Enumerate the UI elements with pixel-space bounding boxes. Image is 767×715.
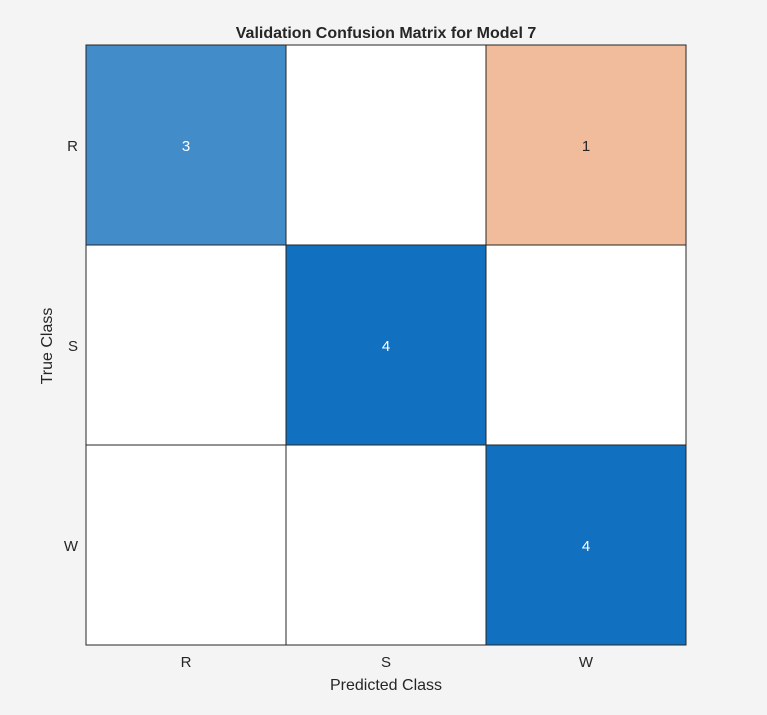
matrix-cell-R-W (485, 44, 687, 246)
cells-layer: 3 1 4 4 (85, 44, 687, 646)
chart-title: Validation Confusion Matrix for Model 7 (236, 25, 537, 42)
x-tick-label: S (381, 654, 391, 671)
matrix-cell-S-R (85, 244, 287, 446)
matrix-cell-R-S (285, 44, 487, 246)
x-axis-label: Predicted Class (330, 677, 442, 694)
ticks-layer: R S W R S W (64, 138, 594, 671)
y-axis-label: True Class (39, 308, 56, 385)
matrix-cell-S-S (285, 244, 487, 446)
cell-value-label: 4 (582, 538, 590, 555)
cell-value-label: 1 (582, 138, 590, 155)
x-tick-label: W (579, 654, 594, 671)
cell-value-label: 3 (182, 138, 190, 155)
x-tick-label: R (181, 654, 192, 671)
y-tick-label: R (67, 138, 78, 155)
cell-value-label: 4 (382, 338, 390, 355)
y-tick-label: S (68, 338, 78, 355)
matrix-cell-R-R (85, 44, 287, 246)
matrix-cell-W-S (285, 444, 487, 646)
matrix-cell-W-R (85, 444, 287, 646)
y-tick-label: W (64, 538, 79, 555)
matrix-cell-W-W (485, 444, 687, 646)
matrix-cell-S-W (485, 244, 687, 446)
